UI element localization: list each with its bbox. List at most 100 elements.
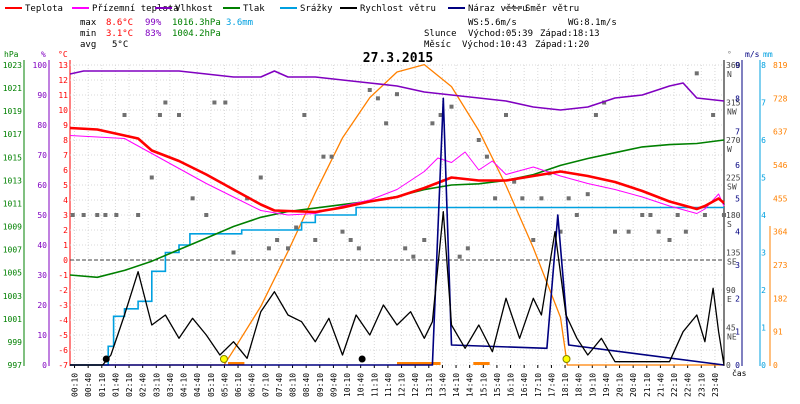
series-wind-direction-point	[449, 104, 454, 109]
x-tick-label: 07:10	[261, 373, 270, 397]
x-tick-label: 06:10	[234, 373, 243, 397]
tick-radiation: 546	[773, 161, 788, 170]
series-wind-direction-point	[329, 154, 334, 159]
legend-label-srazky: Srážky	[300, 4, 333, 14]
series-wind-direction-point	[422, 238, 427, 242]
series-wind-direction-point	[348, 238, 353, 242]
tick-wind: 8	[735, 94, 740, 103]
stats-max-humidity: 99%	[145, 18, 162, 28]
stats-block: max 8.6°C 99% 1016.3hPa 3.6mm min 3.1°C …	[80, 18, 253, 50]
tick-pressure: 999	[8, 338, 23, 347]
series-layer	[69, 63, 726, 366]
tick-direction: 270	[726, 136, 741, 145]
series-radiation-blip	[473, 362, 490, 365]
tick-temperature: 8	[63, 136, 68, 145]
x-tick-label: 18:10	[561, 373, 570, 397]
stats-min-humidity: 83%	[145, 29, 162, 39]
tick-humidity: 70	[37, 151, 47, 160]
x-tick-label: 05:10	[207, 373, 216, 397]
tick-pressure: 1023	[3, 61, 22, 70]
tick-radiation: 728	[773, 94, 788, 103]
series-wind-direction-point	[585, 192, 590, 197]
tick-humidity: 60	[37, 181, 47, 190]
legend: Teplota Přízemní teplota Vlhkost Tlak Sr…	[5, 4, 579, 14]
stats-min-pressure: 1004.2hPa	[172, 29, 221, 39]
tick-rain: 3	[761, 249, 766, 258]
series-wind-direction-point	[558, 229, 563, 234]
marker-layer	[102, 355, 571, 363]
tick-temperature: 2	[63, 226, 68, 235]
x-tick-label: 17:10	[534, 373, 543, 397]
legend-label-vlhkost: Vlhkost	[175, 4, 213, 14]
series-wind-direction-point	[683, 229, 688, 234]
x-tick-label: 03:40	[166, 373, 175, 397]
tick-radiation: 91	[773, 328, 783, 337]
series-wind-direction-point	[694, 71, 699, 76]
tick-pressure: 1001	[3, 315, 22, 324]
series-wind-direction-point	[667, 238, 672, 242]
series-wind-direction-point	[223, 100, 228, 105]
info-sun-label: Slunce	[424, 29, 457, 39]
series-wind-direction-point	[504, 113, 508, 117]
series-wind-direction-point	[640, 213, 645, 217]
x-tick-label: 02:40	[139, 373, 148, 397]
x-tick-label: 16:40	[520, 373, 529, 397]
series-wind-direction-point	[566, 196, 571, 201]
tick-radiation: 364	[773, 228, 788, 237]
tick-direction-name: E	[727, 295, 732, 304]
series-humidity	[69, 70, 725, 111]
tick-direction: 45	[726, 324, 736, 333]
x-tick-label: 23:40	[711, 373, 720, 397]
tick-direction-name: W	[727, 145, 732, 154]
x-tick-label: 20:40	[629, 373, 638, 397]
tick-pressure: 1019	[3, 107, 22, 116]
tick-temperature: 3	[63, 211, 68, 220]
series-wind-direction-point	[190, 196, 195, 201]
unit-mm: mm	[763, 50, 773, 59]
x-tick-label: 00:40	[84, 373, 93, 397]
tick-rain: 2	[761, 286, 766, 295]
info-moon-set: Západ:1:20	[535, 40, 589, 50]
x-tick-label: 16:10	[507, 373, 516, 397]
tick-wind: 1	[735, 328, 740, 337]
info-moon-rise: Východ:10:43	[462, 40, 527, 50]
tick-pressure: 1011	[3, 199, 22, 208]
unit-hpa: hPa	[4, 50, 19, 59]
tick-humidity: 30	[37, 271, 47, 280]
tick-direction: 225	[726, 174, 741, 183]
tick-direction-name: NW	[727, 108, 737, 117]
series-wind-direction-point	[626, 229, 631, 234]
series-wind-direction-point	[103, 213, 108, 217]
tick-pressure: 997	[8, 361, 23, 370]
series-wind-direction-point	[212, 100, 217, 105]
tick-radiation: 637	[773, 128, 788, 137]
tick-wind: 3	[735, 261, 740, 270]
tick-temperature: 6	[63, 166, 68, 175]
tick-temperature: 12	[58, 76, 68, 85]
series-wind-direction-point	[457, 254, 462, 259]
series-wind-direction-point	[476, 138, 481, 142]
x-tick-label: 19:10	[588, 373, 597, 397]
series-wind-direction-point	[177, 113, 181, 117]
tick-radiation: 455	[773, 194, 788, 203]
series-wind-direction-point	[675, 213, 680, 217]
tick-labels: 1023102110191017101510131011100910071005…	[3, 61, 788, 397]
tick-temperature: -1	[58, 271, 68, 280]
x-tick-label: 09:10	[316, 373, 325, 397]
x-tick-label: 13:10	[425, 373, 434, 397]
series-wind-direction-point	[711, 113, 716, 117]
tick-radiation: 182	[773, 294, 788, 303]
series-wind-gust	[70, 97, 725, 366]
tick-pressure: 1013	[3, 176, 22, 185]
tick-temperature: 1	[63, 241, 68, 250]
series-wind-direction-point	[136, 213, 141, 217]
series-wind-direction-point	[294, 225, 299, 230]
tick-pressure: 1015	[3, 153, 22, 162]
series-wind-direction-point	[122, 113, 127, 117]
info-moon-label: Měsíc	[424, 40, 451, 50]
tick-pressure: 1017	[3, 130, 22, 139]
tick-pressure: 1003	[3, 292, 22, 301]
tick-wind: 5	[735, 194, 740, 203]
x-tick-label: 04:40	[193, 373, 202, 397]
stats-max-label: max	[80, 18, 97, 28]
